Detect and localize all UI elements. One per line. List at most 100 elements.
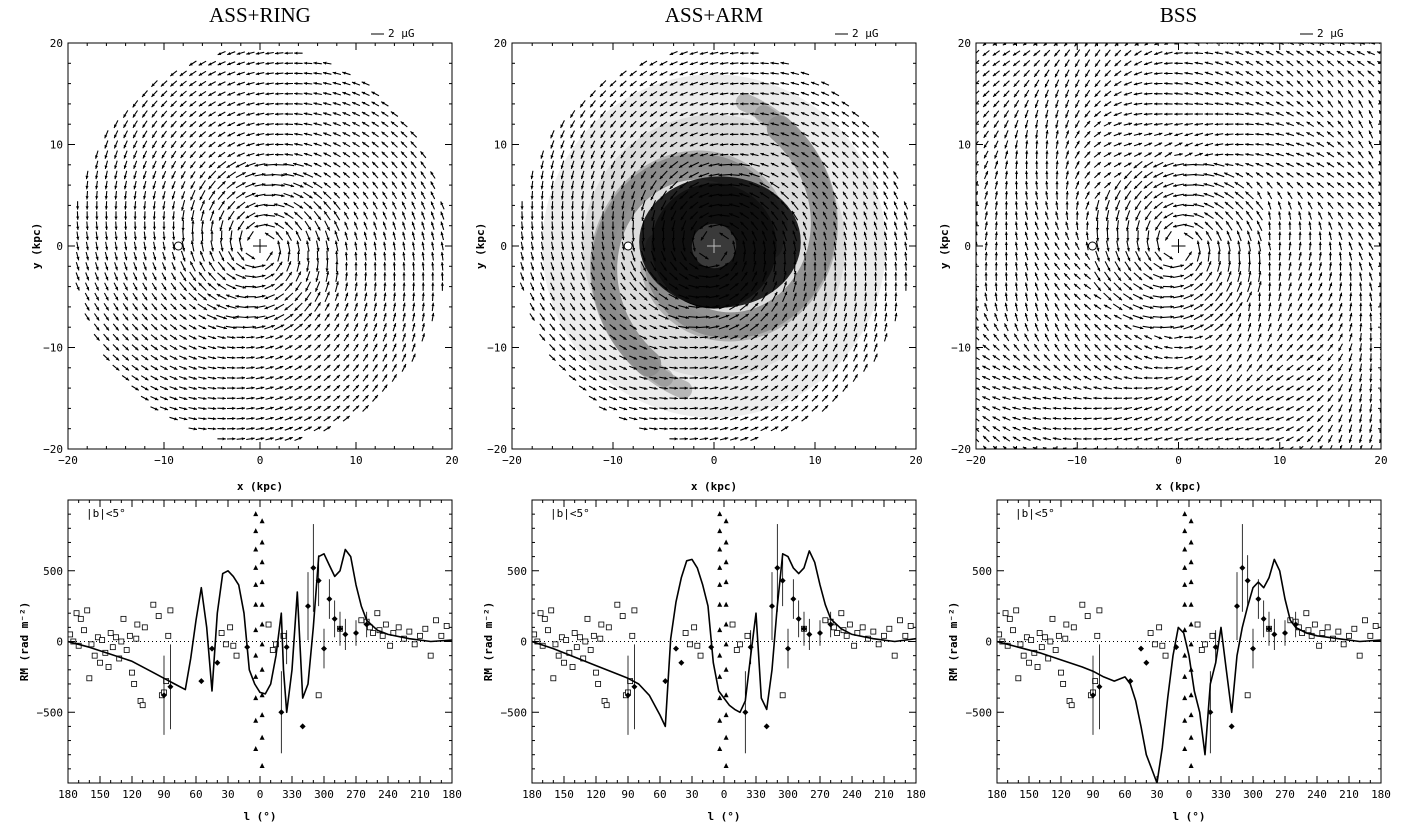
field-arrowhead (283, 162, 287, 166)
field-arrowhead (580, 175, 584, 179)
field-arrowhead (611, 195, 615, 200)
field-arrowhead (581, 266, 585, 271)
field-arrowhead (225, 304, 230, 308)
field-arrowhead (893, 181, 897, 185)
field-arrowhead (151, 113, 155, 118)
field-arrowhead (307, 355, 312, 359)
field-arrowhead (801, 132, 805, 136)
field-arrowhead (571, 306, 575, 311)
field-arrowhead (704, 366, 709, 370)
field-arrowhead (689, 82, 694, 86)
field-arrowhead (754, 437, 759, 440)
field-arrowhead (180, 144, 184, 148)
field-arrowhead (246, 82, 250, 86)
field-arrowhead (161, 124, 165, 128)
field-arrowhead (694, 376, 698, 380)
field-arrowhead (822, 201, 826, 206)
field-arrowhead (245, 164, 249, 167)
field-arrowhead (275, 102, 279, 106)
field-arrowhead (571, 266, 575, 271)
field-arrowhead (179, 72, 184, 76)
field-arrowhead (289, 366, 293, 369)
field-arrowhead (760, 211, 765, 215)
field-arrowhead (247, 236, 251, 241)
field-arrowhead (411, 171, 415, 175)
field-arrowhead (393, 302, 397, 307)
field-arrowhead (852, 141, 856, 145)
field-arrowhead (401, 141, 405, 145)
field-arrowhead (541, 307, 545, 311)
field-arrowhead (843, 292, 847, 296)
field-arrowhead (76, 216, 80, 220)
field-arrowhead (161, 103, 165, 107)
field-arrowhead (85, 236, 89, 241)
field-arrowhead (114, 266, 118, 271)
field-arrowhead (181, 227, 185, 232)
field-arrowhead (695, 315, 700, 319)
field-arrowhead (560, 124, 564, 128)
field-arrowhead (342, 71, 346, 75)
field-arrowhead (232, 335, 236, 339)
field-arrowhead (652, 247, 656, 252)
field-arrowhead (152, 175, 156, 179)
field-arrowhead (411, 251, 415, 256)
field-arrowhead (193, 356, 197, 360)
field-arrowhead (783, 260, 787, 265)
field-arrowhead (242, 285, 247, 289)
field-arrowhead (862, 151, 866, 155)
field-arrowhead (361, 81, 366, 85)
field-arrowhead (883, 181, 887, 185)
field-arrowhead (663, 267, 667, 271)
field-arrowhead (164, 356, 168, 360)
field-arrowhead (161, 113, 165, 118)
field-arrowhead (290, 194, 294, 198)
field-arrowhead (198, 282, 202, 287)
field-arrowhead (162, 266, 166, 271)
field-arrowhead (180, 134, 184, 138)
field-arrowhead (659, 113, 664, 117)
field-arrowhead (105, 236, 109, 241)
field-arrowhead (659, 92, 664, 96)
field-arrowhead (791, 152, 795, 156)
field-arrowhead (421, 201, 425, 206)
field-arrowhead (675, 326, 679, 330)
field-arrowhead (230, 247, 234, 252)
field-arrowhead (383, 272, 387, 276)
field-arrowhead (354, 292, 358, 297)
field-arrowhead (754, 345, 758, 349)
field-arrowhead (689, 184, 693, 188)
field-arrowhead (821, 91, 825, 95)
panel-title: ASS+RING (209, 3, 311, 27)
field-arrowhead (674, 336, 678, 340)
field-arrowhead (420, 161, 424, 165)
field-arrowhead (754, 416, 759, 420)
field-arrowhead (133, 246, 137, 251)
field-arrowhead (431, 251, 435, 256)
field-arrowhead (344, 221, 348, 226)
field-arrowhead (303, 102, 308, 106)
field-arrowhead (735, 304, 739, 308)
field-arrowhead (183, 277, 187, 282)
field-arrowhead (235, 315, 239, 319)
field-arrowhead (753, 261, 757, 265)
field-arrowhead (96, 337, 100, 341)
field-arrowhead (124, 306, 128, 311)
field-arrowhead (383, 343, 387, 348)
field-arrowhead (264, 223, 268, 227)
field-arrowhead (173, 296, 177, 300)
field-arrowhead (622, 286, 626, 291)
field-arrowhead (781, 162, 785, 166)
field-arrowhead (852, 121, 856, 125)
field-arrowhead (217, 82, 222, 86)
field-arrowhead (281, 173, 285, 177)
field-arrowhead (740, 112, 744, 116)
field-arrowhead (288, 335, 293, 339)
field-arrowhead (265, 132, 269, 136)
field-arrowhead (823, 302, 827, 307)
field-arrowhead (730, 132, 734, 136)
field-arrowhead (401, 191, 405, 196)
field-arrowhead (373, 292, 377, 297)
field-arrowhead (612, 336, 617, 340)
field-arrowhead (612, 286, 616, 291)
field-arrowhead (190, 164, 194, 169)
